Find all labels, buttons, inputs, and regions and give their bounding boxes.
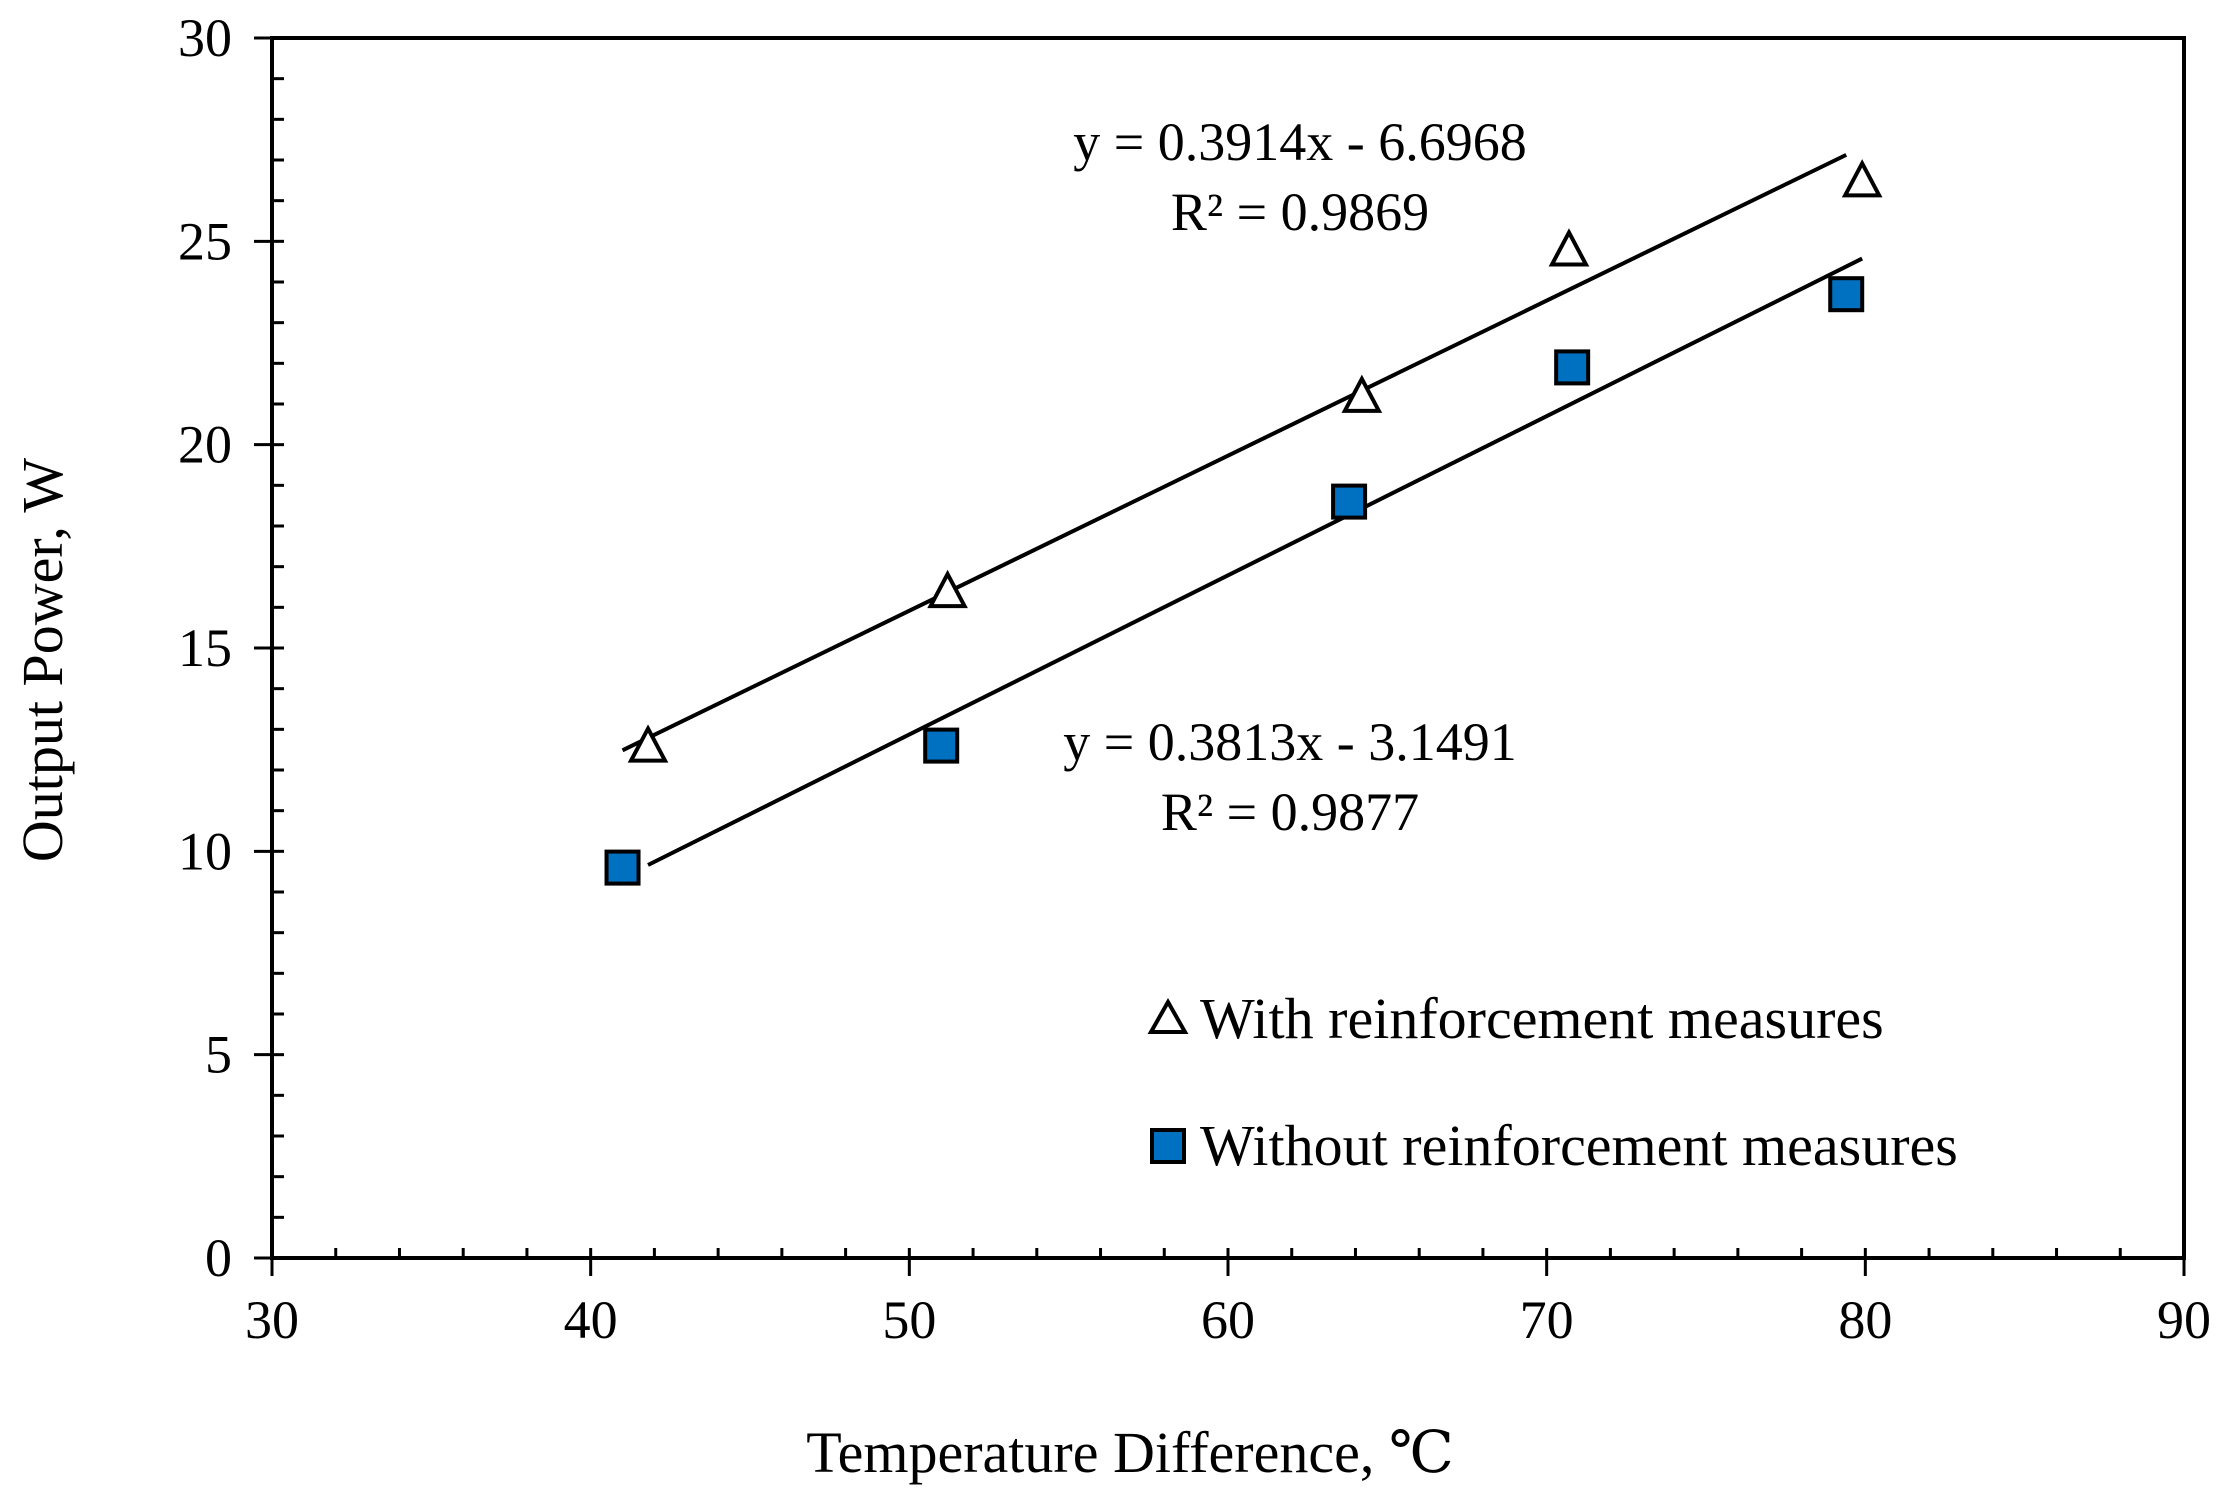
legend: With reinforcement measures Without rein… [1147,986,1958,1178]
tick-labels: 30 40 50 60 70 80 90 0 5 10 15 20 25 30 [178,8,2211,1350]
data-point-with [627,724,669,763]
y-tick-label: 0 [205,1228,232,1288]
trendline-equation-with: y = 0.3914x - 6.6968 [1073,112,1526,172]
axis-ticks [254,36,2186,1276]
y-tick-label: 20 [178,415,232,475]
x-tick-label: 50 [882,1290,936,1350]
x-tick-label: 30 [245,1290,299,1350]
trendline-r2-with: R² = 0.9869 [1171,182,1429,242]
data-point-without [1331,483,1368,520]
trendline-without [621,153,1848,753]
legend-label-without: Without reinforcement measures [1200,1113,1958,1178]
data-point-without [1828,276,1865,313]
data-point-with [1841,159,1883,198]
data-point-without [1554,349,1591,386]
x-tick-label: 90 [2157,1290,2211,1350]
x-tick-label: 40 [564,1290,618,1350]
y-tick-label: 30 [178,8,232,68]
y-tick-label: 15 [178,618,232,678]
legend-label-with: With reinforcement measures [1200,986,1884,1051]
data-point-without [923,727,960,764]
data-points [604,159,1883,886]
y-tick-label: 5 [205,1025,232,1085]
x-tick-label: 60 [1201,1290,1255,1350]
trendline-with [647,256,1864,867]
x-tick-label: 70 [1520,1290,1574,1350]
data-point-with [1341,374,1383,413]
data-point-with [1548,228,1590,267]
trendlines [621,153,1864,867]
legend-marker-with [1147,997,1189,1034]
y-tick-label: 25 [178,211,232,271]
y-axis-title: Output Power, W [10,458,75,862]
y-tick-label: 10 [178,821,232,881]
data-point-with [927,569,968,609]
x-tick-label: 80 [1838,1290,1892,1350]
trendline-equation-without: y = 0.3813x - 3.1491 [1063,712,1516,772]
x-axis-title: Temperature Difference, ℃ [806,1420,1453,1485]
legend-marker-without [1150,1128,1186,1164]
data-point-without [604,849,641,886]
trendline-r2-without: R² = 0.9877 [1161,782,1419,842]
